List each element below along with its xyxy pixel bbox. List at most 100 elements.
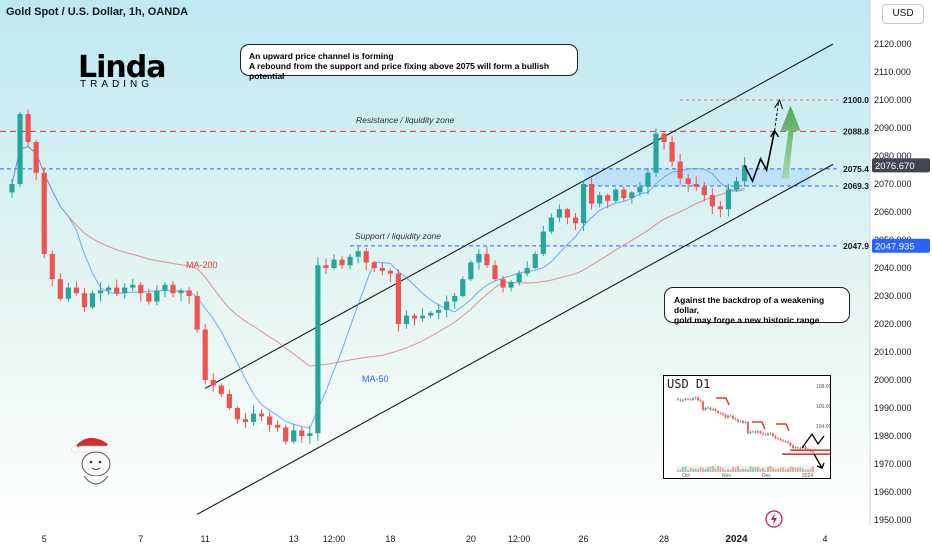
candle-body <box>637 186 643 193</box>
inset-candle-body <box>692 398 694 400</box>
candle <box>363 247 369 271</box>
x-tick-label: 13 <box>289 534 299 544</box>
price-tag <box>872 158 930 173</box>
candle <box>605 193 611 209</box>
candle <box>500 275 506 293</box>
inset-volume-bar <box>764 469 767 472</box>
candle-body <box>242 419 249 422</box>
candle-body <box>629 192 635 198</box>
candle-body <box>267 416 273 425</box>
inset-volume-bar <box>754 466 757 472</box>
candle <box>564 207 571 225</box>
chart-title: Gold Spot / U.S. Dollar, 1h, OANDA <box>6 6 189 18</box>
y-tick-label: 2030.000 <box>874 291 912 301</box>
candle <box>629 190 635 204</box>
inset-y-label: 106.00 <box>816 404 831 410</box>
candle-body <box>347 256 353 266</box>
candle-body <box>194 296 200 330</box>
candle-body <box>460 279 466 296</box>
candle-body <box>146 293 152 302</box>
candle <box>267 411 273 433</box>
inset-candle-body <box>797 447 799 449</box>
inset-candle-body <box>732 415 734 419</box>
support-zone-label: Support / liquidity zone <box>355 231 441 241</box>
level-label: 2100.0 <box>843 95 869 105</box>
candle <box>741 157 748 187</box>
inset-candle-body <box>734 418 737 420</box>
candle-body <box>154 290 160 302</box>
inset-candle-body <box>687 398 689 400</box>
inset-candle-body <box>749 431 752 434</box>
inset-volume-bar <box>702 468 704 472</box>
y-tick-label: 1950.000 <box>874 515 912 525</box>
currency-button[interactable]: USD <box>882 4 924 24</box>
candle <box>709 188 715 215</box>
candle <box>307 425 313 445</box>
candle-body <box>476 254 482 263</box>
candle-body <box>484 254 490 266</box>
inset-volume-bar <box>767 467 769 472</box>
candle-body <box>532 254 538 268</box>
candle-body <box>741 165 748 182</box>
inset-x-label: Oct <box>682 473 690 479</box>
inset-title: USD D1 <box>667 377 711 391</box>
candle-body <box>516 273 522 282</box>
inset-volume-bar <box>752 467 754 472</box>
candle <box>403 310 410 329</box>
inset-volume-bar <box>687 469 689 472</box>
inset-volume-bar <box>739 468 742 472</box>
candle-body <box>661 133 667 142</box>
candle-body <box>283 427 289 442</box>
candle-body <box>403 315 410 324</box>
ma50-label: MA-50 <box>362 374 389 384</box>
candle <box>701 181 707 202</box>
candle <box>250 405 257 426</box>
candle-body <box>717 206 723 210</box>
candle-body <box>436 310 442 313</box>
candle-body <box>677 161 683 179</box>
inset-forecast-path <box>801 432 825 449</box>
candle-body <box>411 315 418 319</box>
candle-body <box>97 290 104 294</box>
y-tick-label: 2010.000 <box>874 347 912 357</box>
inset-volume-bar <box>694 468 697 472</box>
candle <box>186 287 192 304</box>
candle <box>162 282 168 298</box>
candle <box>637 182 643 197</box>
inset-volume-bar <box>722 468 724 472</box>
inset-red-arrow <box>716 397 730 406</box>
candle <box>452 292 458 309</box>
candle-body <box>709 195 715 207</box>
inset-candle-body <box>767 433 769 436</box>
candle-body <box>605 195 611 201</box>
x-tick-label: 20 <box>466 534 476 544</box>
inset-volume-bar <box>699 467 702 472</box>
inset-volume-bar <box>784 469 787 472</box>
inset-candle-body <box>772 433 774 437</box>
candle-body <box>669 142 675 162</box>
inset-candle-body <box>779 438 782 441</box>
candle <box>339 255 345 270</box>
inset-volume-bar <box>789 466 792 472</box>
inset-volume-bar <box>714 468 717 472</box>
inset-red-arrow <box>776 423 790 432</box>
flash-icon[interactable] <box>765 510 783 528</box>
candle <box>331 254 337 270</box>
inset-volume-bar <box>717 466 719 472</box>
x-tick-label: 11 <box>201 534 210 544</box>
level-label: 2069.3 <box>843 181 869 191</box>
inset-candle-body <box>727 415 729 418</box>
candle-body <box>250 413 257 422</box>
candle-body <box>492 265 498 280</box>
x-tick-label: 7 <box>138 534 143 544</box>
candle <box>532 251 538 270</box>
candle-body <box>589 184 595 204</box>
level-label: 2075.4 <box>843 164 869 174</box>
x-tick-label: 26 <box>579 534 589 544</box>
candle <box>661 131 667 150</box>
candle-body <box>65 287 71 299</box>
inset-candle-body <box>702 401 704 410</box>
candle <box>436 303 442 320</box>
inset-candle-body <box>764 434 767 436</box>
candle-body <box>564 209 571 218</box>
